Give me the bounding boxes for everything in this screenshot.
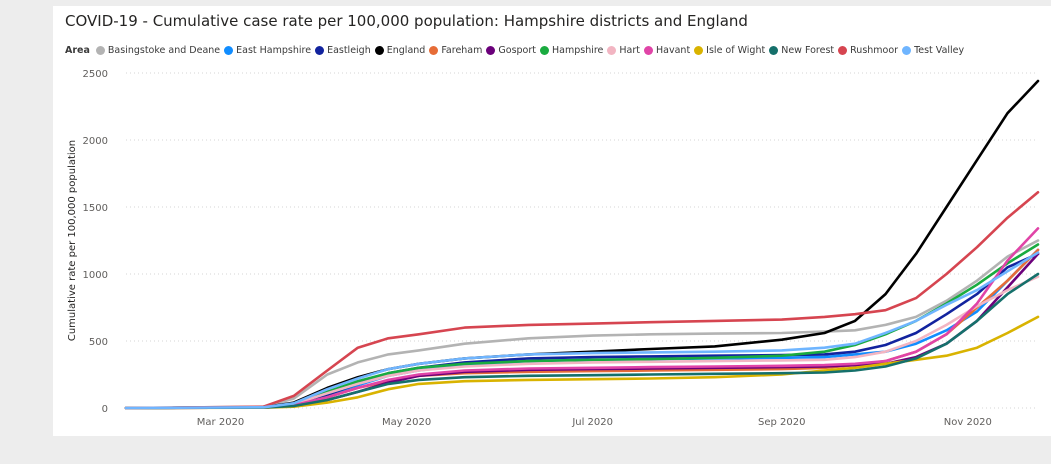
series-line-isle-of-wight[interactable]: [124, 315, 1040, 410]
series-line-new-forest[interactable]: [124, 272, 1040, 410]
legend-marker: [540, 46, 549, 55]
legend-label: Isle of Wight: [706, 45, 766, 56]
legend-label: East Hampshire: [236, 45, 312, 56]
x-tick-label: May 2020: [382, 417, 431, 428]
legend-item[interactable]: Fareham: [429, 45, 482, 56]
legend: Area Basingstoke and Deane East Hampshire…: [65, 45, 968, 56]
chart-title: COVID-19 - Cumulative case rate per 100,…: [65, 12, 748, 30]
legend-marker: [374, 46, 384, 55]
legend-marker: [902, 46, 912, 55]
legend-marker: [429, 46, 439, 55]
legend-item[interactable]: Hampshire: [540, 45, 603, 56]
legend-item[interactable]: Isle of Wight: [694, 45, 765, 56]
line-chart: 0 500 1000 1500 2000 2500 Mar 2020 May 2020 Jul…: [67, 69, 1040, 428]
series-line-gosport[interactable]: [124, 252, 1040, 410]
legend-label: New Forest: [781, 45, 835, 56]
legend-marker: [769, 46, 779, 55]
legend-item[interactable]: Gosport: [486, 45, 536, 56]
y-axis-label: Cumulative rate per 100,000 population: [67, 140, 78, 341]
legend-marker: [644, 46, 654, 55]
x-tick-label: Nov 2020: [944, 417, 992, 428]
series-line-rushmoor[interactable]: [124, 191, 1040, 410]
legend-item[interactable]: Rushmoor: [838, 45, 898, 56]
y-tick-label: 2000: [83, 136, 108, 147]
y-axis-ticks: 0 500 1000 1500 2000 2500: [83, 69, 108, 415]
legend-item[interactable]: Havant: [644, 45, 690, 56]
series-line-test-valley[interactable]: [124, 251, 1040, 410]
y-tick-label: 0: [102, 404, 108, 415]
legend-marker: [95, 46, 105, 55]
legend-marker: [694, 46, 704, 55]
legend-label: Hart: [619, 45, 641, 56]
legend-item[interactable]: Test Valley: [902, 45, 964, 56]
legend-item[interactable]: England: [374, 45, 426, 56]
legend-marker: [838, 46, 848, 55]
legend-label: Test Valley: [914, 45, 965, 56]
x-tick-label: Sep 2020: [758, 417, 805, 428]
series-line-eastleigh[interactable]: [124, 252, 1040, 410]
legend-title: Area: [65, 45, 90, 56]
legend-item[interactable]: Eastleigh: [315, 45, 371, 56]
legend-marker: [607, 46, 617, 55]
series-lines: [124, 79, 1040, 410]
legend-label: Gosport: [498, 45, 536, 56]
legend-items: Basingstoke and Deane East Hampshire Eastl…: [95, 45, 968, 56]
legend-item[interactable]: Basingstoke and Deane: [95, 45, 221, 56]
series-line-havant[interactable]: [124, 227, 1040, 410]
y-tick-label: 1500: [83, 203, 108, 214]
legend-label: Fareham: [441, 45, 483, 56]
legend-item[interactable]: East Hampshire: [224, 45, 311, 56]
x-axis-ticks: Mar 2020 May 2020 Jul 2020 Sep 2020 Nov 2020: [197, 417, 992, 428]
legend-label: Eastleigh: [327, 45, 371, 56]
legend-label: England: [386, 45, 426, 56]
y-tick-label: 1000: [83, 270, 108, 281]
chart-card: COVID-19 - Cumulative case rate per 100,…: [53, 6, 1051, 436]
gridlines: [126, 72, 1038, 409]
y-tick-label: 500: [89, 337, 108, 348]
legend-label: Havant: [656, 45, 691, 56]
legend-marker: [315, 46, 325, 55]
legend-label: Hampshire: [552, 45, 604, 56]
x-tick-label: Mar 2020: [197, 417, 245, 428]
legend-item[interactable]: New Forest: [769, 45, 834, 56]
series-line-basingstoke-and-deane[interactable]: [124, 239, 1040, 410]
series-line-hart[interactable]: [124, 275, 1040, 410]
y-tick-label: 2500: [83, 69, 108, 80]
legend-label: Basingstoke and Deane: [107, 45, 221, 56]
legend-item[interactable]: Hart: [607, 45, 640, 56]
x-tick-label: Jul 2020: [571, 417, 613, 428]
legend-label: Rushmoor: [850, 45, 899, 56]
legend-marker: [486, 46, 496, 55]
legend-marker: [224, 46, 234, 55]
